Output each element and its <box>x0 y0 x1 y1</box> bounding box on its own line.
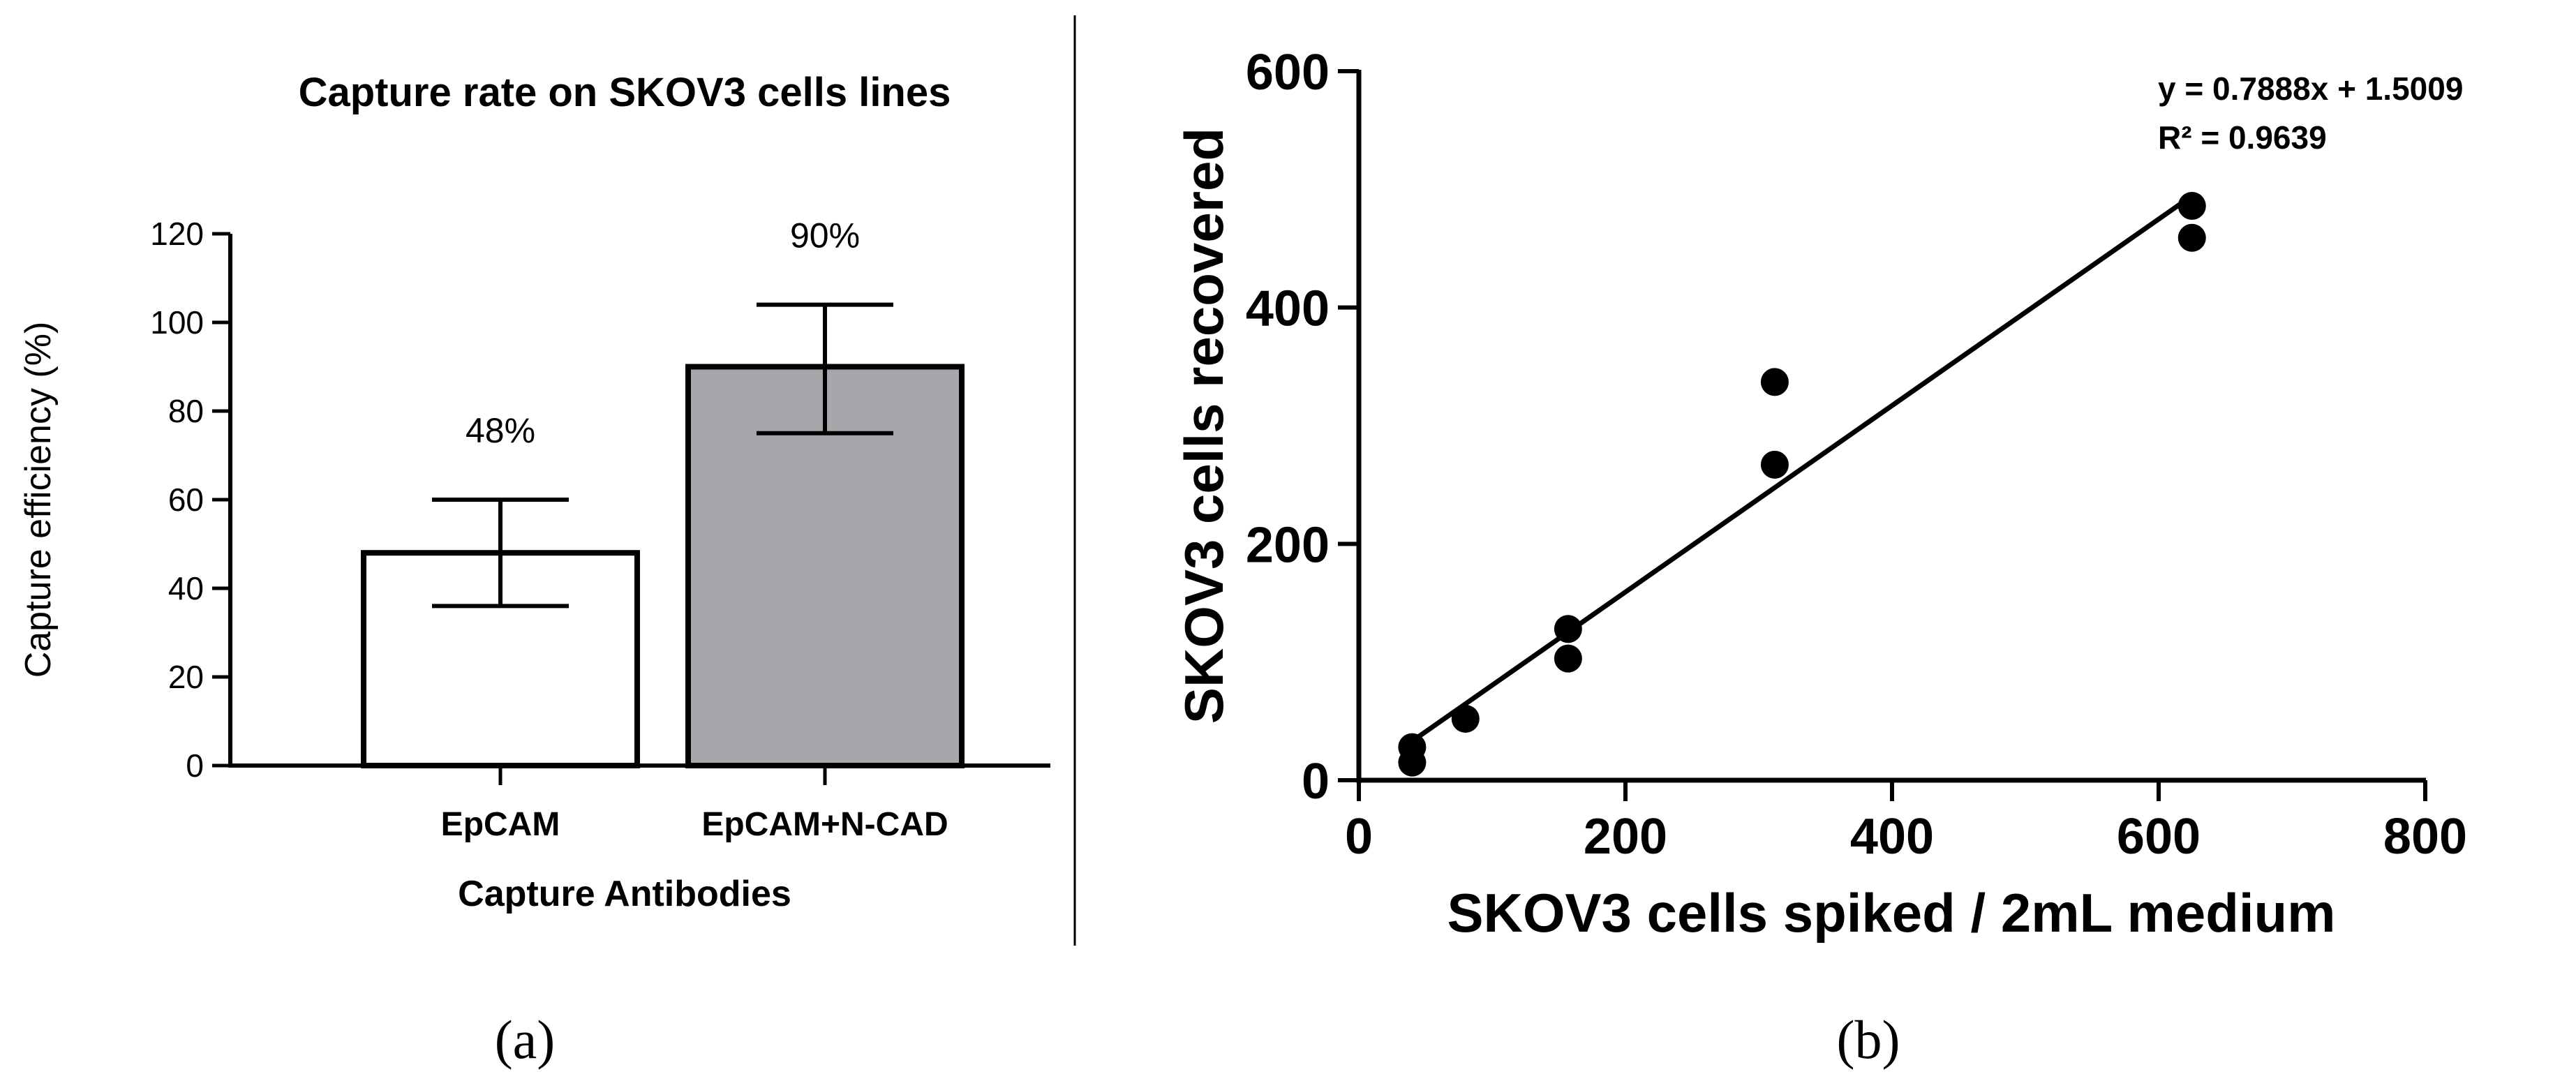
scatter-y-axis-ticks: 0 200 400 600 <box>1246 45 1359 810</box>
scatter-x-tick-label: 400 <box>1850 809 1934 865</box>
bar-chart-title: Capture rate on SKOV3 cells lines <box>299 70 951 115</box>
bar-chart-x-tick-label: EpCAM <box>441 806 560 843</box>
scatter-point <box>1398 748 1427 777</box>
scatter-points <box>1398 192 2206 777</box>
scatter-x-axis-title: SKOV3 cells spiked / 2mL medium <box>1447 882 2335 944</box>
panel-label-b: (b) <box>1837 1009 1900 1070</box>
scatter-x-tick-label: 200 <box>1584 809 1667 865</box>
bar-chart-bars: 48% 90% <box>361 216 965 768</box>
scatter-point <box>1760 368 1789 396</box>
bar-chart-y-tick-label: 0 <box>186 747 204 784</box>
r-squared-value: R² = 0.9639 <box>2158 119 2327 156</box>
bar-chart-y-axis-ticks: 0 20 40 60 80 100 120 <box>150 216 230 784</box>
bar-chart-y-tick-label: 80 <box>168 393 204 429</box>
bar-chart-x-tick-label: EpCAM+N-CAD <box>701 806 948 843</box>
bar-chart-y-axis-title: Capture efficiency (%) <box>18 322 59 678</box>
scatter-point <box>1760 450 1789 479</box>
bar-chart-y-tick-label: 120 <box>150 216 204 252</box>
bar-chart-y-tick-label: 20 <box>168 659 204 695</box>
scatter-y-tick-label: 0 <box>1302 754 1330 810</box>
bar-chart-y-tick-label: 60 <box>168 482 204 518</box>
bar-chart-panel: Capture rate on SKOV3 cells lines 0 20 40 6… <box>18 70 1050 1070</box>
scatter-y-tick-label: 400 <box>1246 281 1330 337</box>
scatter-x-tick-label: 600 <box>2117 809 2201 865</box>
scatter-y-axis-title: SKOV3 cells recovered <box>1173 128 1235 724</box>
scatter-point <box>1554 615 1582 643</box>
scatter-y-tick-label: 200 <box>1246 517 1330 573</box>
bar-chart-y-tick-label: 100 <box>150 304 204 341</box>
regression-line <box>1410 193 2194 743</box>
scatter-y-tick-label: 600 <box>1246 45 1330 100</box>
scatter-point <box>2177 223 2206 252</box>
bar-data-label: 90% <box>790 216 860 255</box>
scatter-x-tick-label: 0 <box>1345 809 1373 865</box>
bar-chart-x-axis-title: Capture Antibodies <box>458 874 791 914</box>
scatter-x-tick-label: 800 <box>2383 809 2467 865</box>
bar-data-label: 48% <box>466 411 535 450</box>
scatter-panel: 0 200 400 600 0 200 400 600 800 y = 0.7888x + 1… <box>1173 45 2467 1070</box>
scatter-x-axis-ticks: 0 200 400 600 800 <box>1345 780 2467 865</box>
regression-equation: y = 0.7888x + 1.5009 <box>2158 70 2463 107</box>
bar-chart-y-tick-label: 40 <box>168 570 204 606</box>
scatter-point <box>1554 644 1582 673</box>
scatter-point <box>2177 192 2206 221</box>
panel-label-a: (a) <box>495 1009 556 1070</box>
bar-chart-x-axis-ticks: EpCAM EpCAM+N-CAD <box>441 766 948 843</box>
scatter-point <box>1451 704 1480 733</box>
